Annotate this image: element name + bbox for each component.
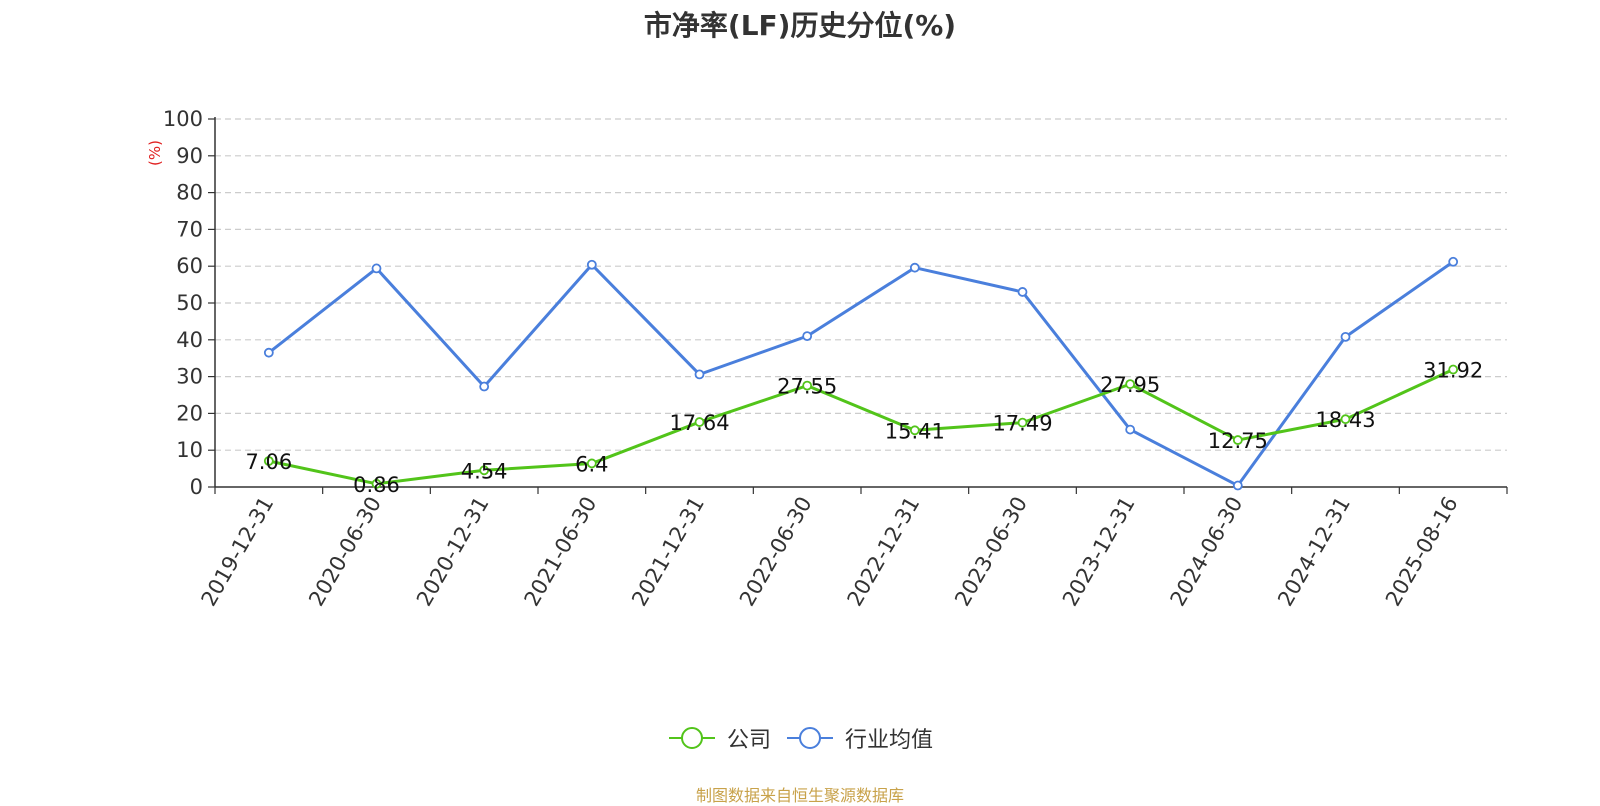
source-note: 制图数据来自恒生聚源数据库 [695, 786, 904, 805]
legend-marker-icon [787, 727, 833, 749]
y-tick-label: 0 [190, 475, 203, 499]
data-point [371, 478, 382, 489]
data-label: 18.43 [1315, 408, 1375, 432]
data-point [1448, 256, 1459, 267]
x-tick-label: 2024-06-30 [1166, 493, 1248, 611]
data-point [1448, 364, 1459, 375]
y-tick-label: 20 [176, 401, 203, 425]
y-tick-label: 40 [176, 328, 203, 352]
data-point [263, 347, 274, 358]
data-point [586, 458, 597, 469]
data-label: 15.41 [885, 419, 945, 443]
data-label: 6.4 [575, 452, 608, 476]
data-point [1232, 435, 1243, 445]
data-point [694, 369, 705, 380]
data-point [1340, 414, 1351, 425]
y-tick-label: 90 [176, 144, 203, 168]
data-label: 27.55 [777, 375, 837, 399]
data-label: 7.06 [245, 450, 292, 474]
data-point [1125, 379, 1136, 390]
data-point [263, 456, 274, 466]
data-point [802, 380, 813, 391]
legend: 公司 行业均值 [0, 722, 1600, 754]
x-tick-label: 2019-12-31 [197, 493, 279, 611]
data-point [694, 417, 705, 427]
data-point [1017, 287, 1028, 297]
x-tick-label: 2021-12-31 [627, 493, 709, 611]
data-point [479, 381, 490, 392]
data-point [371, 263, 382, 274]
series-lines [263, 256, 1459, 491]
data-point [1340, 331, 1351, 342]
legend-circle [680, 727, 703, 749]
y-tick-label: 30 [176, 365, 203, 389]
x-tick-label: 2023-06-30 [950, 493, 1032, 611]
data-point [1125, 424, 1136, 435]
data-label: 0.86 [353, 473, 400, 497]
axes: 0 10 20 30 40 50 60 70 80 90 100 (%) 2019-12-31 2020-… [146, 107, 1508, 611]
data-label: 31.92 [1423, 359, 1483, 383]
data-point [909, 262, 920, 273]
data-point [802, 331, 813, 342]
data-point [909, 425, 920, 436]
x-tick-label: 2023-12-31 [1058, 493, 1140, 611]
legend-marker-icon [668, 727, 715, 749]
data-point [1017, 417, 1028, 428]
y-tick-label: 100 [163, 107, 203, 131]
legend-circle [799, 727, 821, 749]
x-tick-label: 2020-06-30 [304, 493, 386, 611]
grid-lines [215, 118, 1507, 451]
x-tick-label: 2020-12-31 [412, 493, 494, 611]
x-tick-label: 2021-06-30 [520, 493, 602, 611]
data-labels: 7.06 0.86 4.54 6.4 17.64 27.55 15.41 17.49 27.95… [245, 359, 1483, 497]
data-label: 17.49 [992, 412, 1052, 436]
data-point [479, 465, 490, 476]
data-point [586, 259, 597, 270]
legend-item[interactable]: 公司 [667, 722, 771, 754]
y-tick-label: 10 [176, 438, 203, 462]
legend-label: 公司 [726, 728, 771, 753]
chart-title: 市净率(LF)历史分位(%) [643, 9, 957, 42]
data-label: 17.64 [669, 411, 729, 435]
y-axis-title: (%) [146, 140, 164, 166]
y-tick-label: 60 [176, 254, 203, 278]
x-tick-label: 2025-08-16 [1381, 493, 1463, 611]
x-tick-label: 2024-12-31 [1273, 493, 1355, 611]
series-line [267, 260, 1455, 488]
data-label: 4.54 [461, 459, 508, 483]
x-tick-label: 2022-12-31 [843, 493, 925, 611]
y-tick-label: 50 [176, 291, 203, 315]
legend-item[interactable]: 行业均值 [785, 722, 933, 754]
y-tick-label: 70 [176, 217, 203, 241]
data-point [1232, 480, 1243, 491]
series-line [268, 368, 1454, 486]
data-label: 27.95 [1100, 373, 1160, 397]
data-label: 12.75 [1208, 429, 1268, 453]
legend-label: 行业均值 [845, 728, 934, 753]
x-tick-label: 2022-06-30 [735, 493, 817, 611]
y-tick-label: 80 [176, 181, 203, 205]
